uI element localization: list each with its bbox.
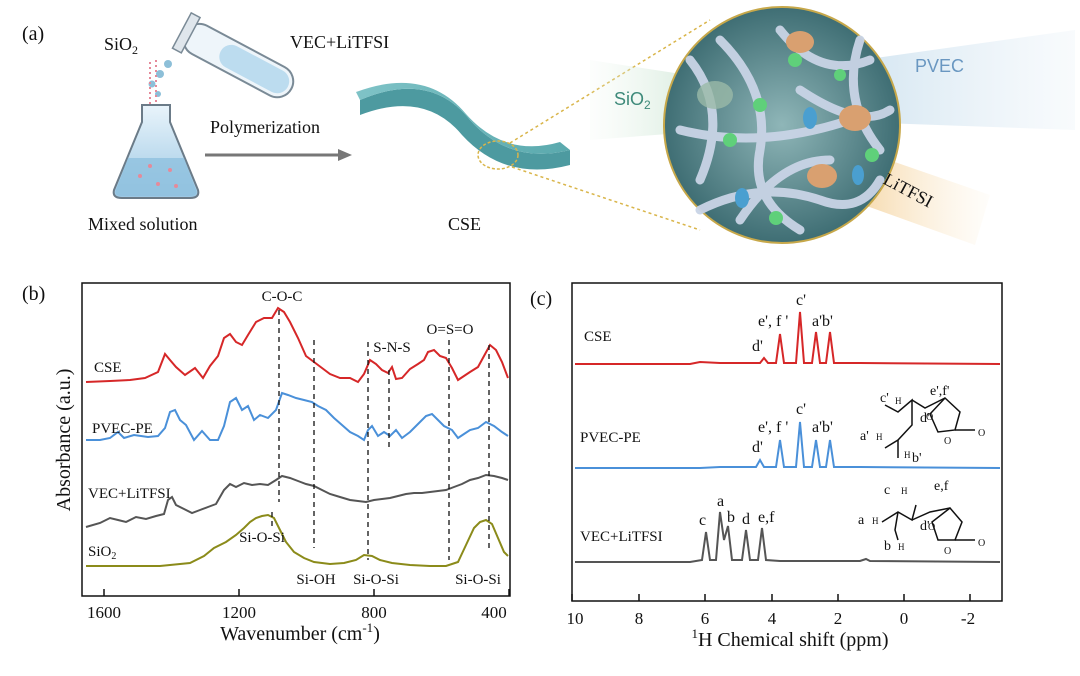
sio2-label: SiO2 [104,34,138,57]
b-annot-sns: S-N-S [373,340,411,356]
c-tick-0: 0 [900,609,909,628]
panel-c-ticks [571,594,971,601]
c-tick-2: 2 [834,609,843,628]
b-tick-400: 400 [481,603,507,622]
c-mid-ef: e', f ' [758,419,788,436]
c-bot-ef: e,f [758,509,775,526]
s2-h1: H [901,486,908,496]
s1-o2: O [944,436,951,447]
s1-h3: H [904,450,911,460]
ftir-cse-line [85,306,509,384]
c-tick-8: 8 [635,609,644,628]
c-top-ab: a'b' [812,313,833,330]
s2-o1: O [928,522,935,533]
c-series-vec: VEC+LiTFSI [580,529,663,545]
nmr-pvecpe-line [575,421,1001,469]
zoom-sio2-label: SiO2 [614,89,651,112]
cse-film-icon [356,82,570,170]
nmr-cse-line [575,311,1001,365]
c-mid-ab: a'b' [812,419,833,436]
c-tick-10: 10 [567,609,584,628]
b-series-cse: CSE [94,360,122,376]
s2-h2: H [872,516,879,526]
s2-a: a [858,513,865,528]
vec-litfsi-label: VEC+LiTFSI [290,32,389,52]
panel-b-label: (b) [22,283,45,305]
zoom-circle [663,6,901,244]
panel-c-xlabel: 1H Chemical shift (ppm) [691,626,888,651]
b-series-vec: VEC+LiTFSI [88,486,171,502]
panel-c-frame [571,282,1003,602]
ftir-vec-line [85,473,509,528]
panel-a-label: (a) [22,23,44,45]
c-tick-neg2: -2 [961,609,975,628]
b-annot-coc: C-O-C [262,289,303,305]
s2-h3: H [898,542,905,552]
c-bot-c: c [699,512,706,529]
vec-structure [881,504,975,541]
s2-d: d' [920,519,930,534]
b-series-sio2: SiO2 [88,544,116,562]
s2-c: c [884,483,890,498]
b-annot-oso: O=S=O [427,322,474,338]
panel-b-xlabel: Wavenumber (cm-1) [220,620,380,645]
s1-b: b' [912,451,922,466]
s1-o1: O [926,412,933,423]
droplets-icon [148,60,172,108]
panel-c: (c) 10 8 6 4 2 0 -2 1H Chemical shift (p… [530,282,1003,651]
b-annot-siosi-1: Si-O-Si [239,530,285,546]
c-top-ef: e', f ' [758,313,788,330]
s1-c: c' [880,391,889,406]
c-series-cse: CSE [584,329,612,345]
polymerization-label: Polymerization [210,117,320,137]
b-tick-1600: 1600 [87,603,121,622]
panel-b-ticks [103,589,510,596]
zoom-line-bottom [511,166,701,231]
c-tick-6: 6 [701,609,710,628]
s2-o2: O [944,546,951,557]
panel-a: (a) VEC+LiTFSI SiO2 Mixed solution [22,6,1075,245]
panel-b: (b) Absorbance (a.u.) 1600 1200 800 400 … [22,282,511,645]
c-series-pvecpe: PVEC-PE [580,430,641,446]
flask-icon [112,104,200,199]
b-annot-siosi-3: Si-O-Si [455,572,501,588]
b-tick-800: 800 [361,603,387,622]
c-tick-4: 4 [768,609,777,628]
pvec-structure [884,396,975,458]
panel-b-ylabel: Absorbance (a.u.) [53,369,75,512]
c-bot-d: d [742,511,750,528]
s1-ef: e',f' [930,384,949,399]
s1-o3: O [978,428,985,439]
c-top-c: c' [796,292,806,309]
panel-b-frame [81,282,511,597]
b-tick-1200: 1200 [222,603,256,622]
b-series-pvecpe: PVEC-PE [92,421,153,437]
panel-c-label: (c) [530,288,552,310]
b-annot-sioh: Si-OH [296,572,335,588]
b-annot-siosi-2: Si-O-Si [353,572,399,588]
c-bot-a: a [717,493,724,510]
ftir-sio2-line [86,513,509,567]
c-mid-d: d' [752,439,763,456]
s2-ef: e,f [934,479,949,494]
test-tube-icon [171,11,295,99]
s2-o3: O [978,538,985,549]
pvec-label: PVEC [915,56,964,76]
s1-d: d' [920,411,930,426]
nmr-vec-line [575,511,1001,563]
arrow-icon [205,149,352,161]
panel-b-dashed-lines [271,310,490,560]
c-top-d: d' [752,338,763,355]
cse-label: CSE [448,214,481,234]
s2-b: b [884,539,891,554]
s1-h2: H [876,432,883,442]
s1-h1: H [895,396,902,406]
ftir-pvecpe-line [86,391,509,442]
s1-a: a' [860,429,869,444]
c-bot-b: b [727,509,735,526]
c-mid-c: c' [796,401,806,418]
mixed-solution-label: Mixed solution [88,214,198,234]
